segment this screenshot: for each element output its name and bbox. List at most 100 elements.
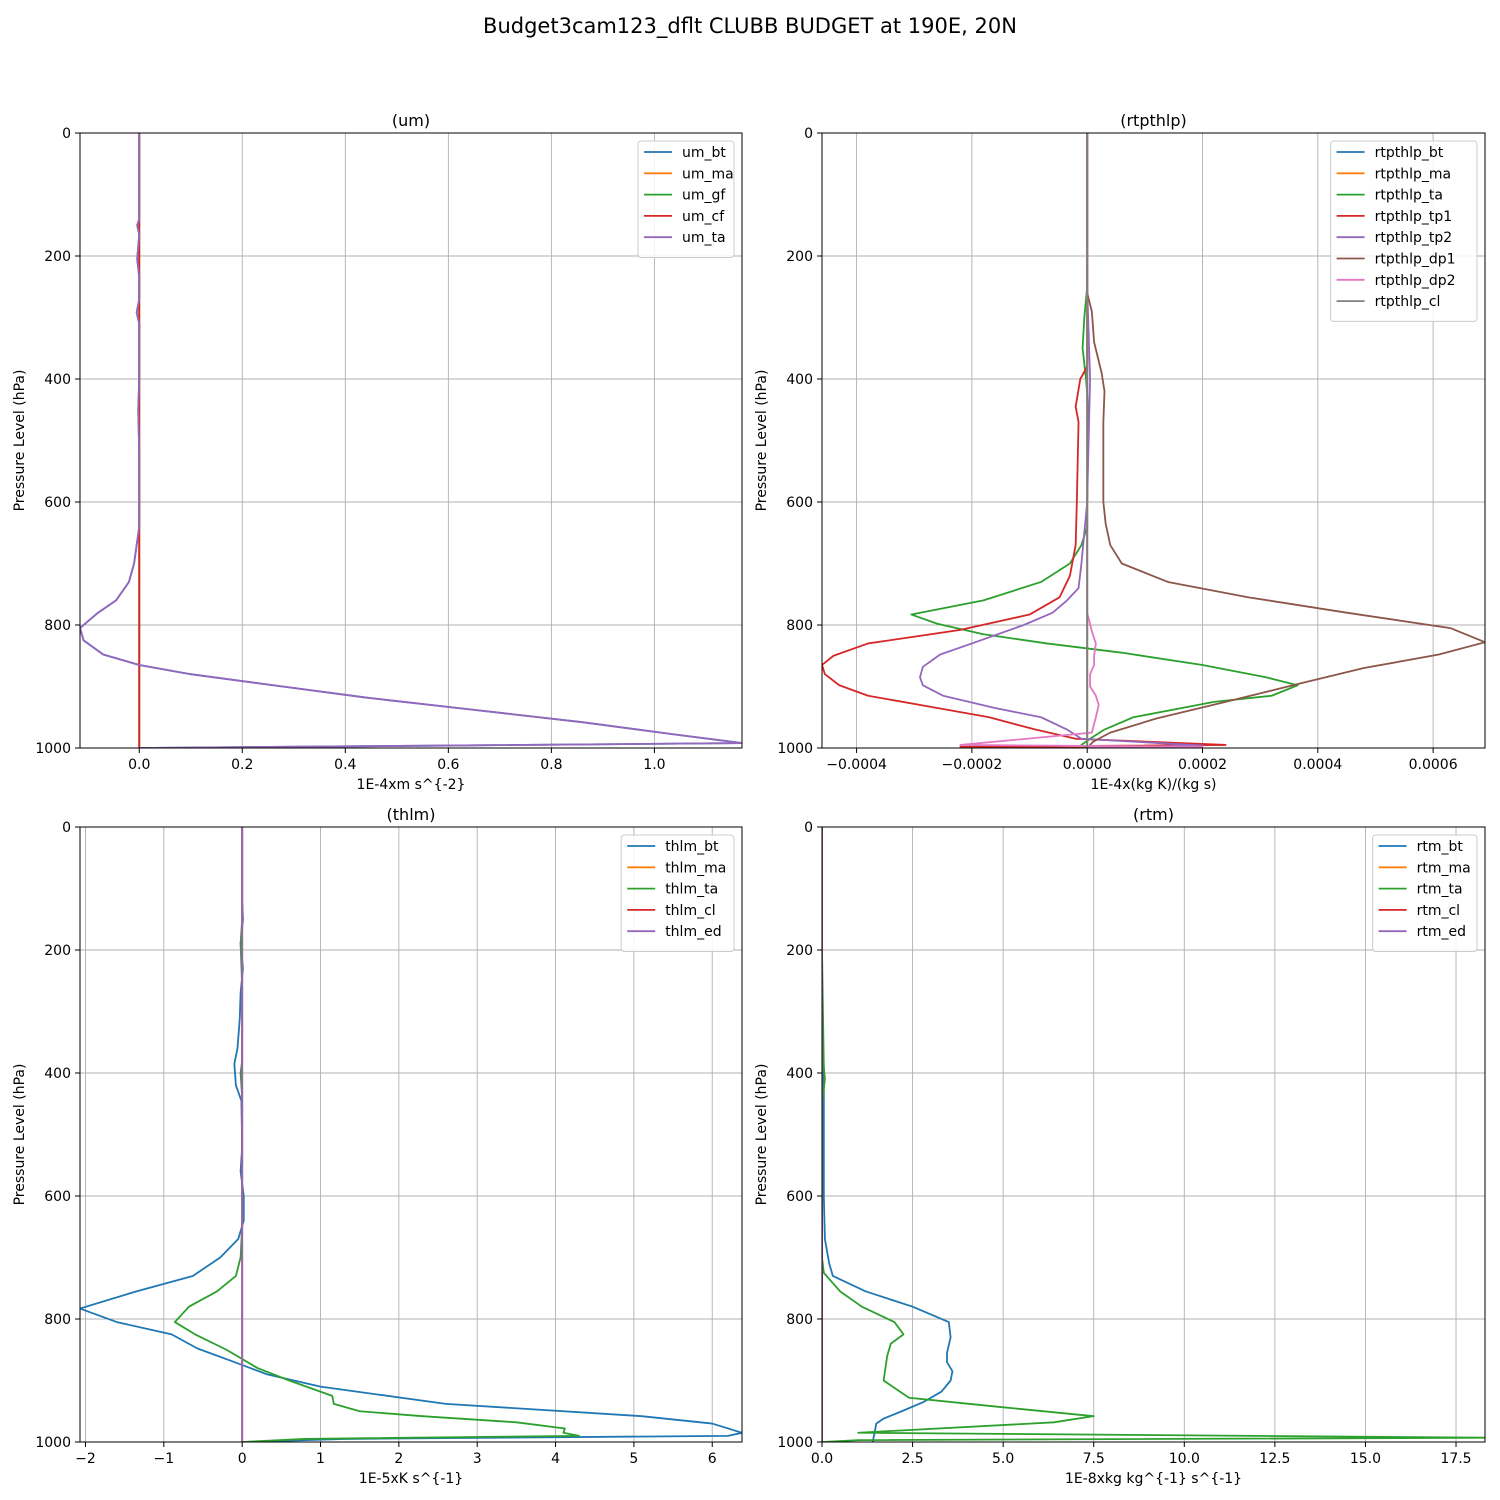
subplot-title: (rtm) <box>1133 805 1174 824</box>
x-tick-label: 0.0002 <box>1178 757 1227 773</box>
legend-label: um_cf <box>682 209 725 225</box>
legend-label: rtpthlp_ma <box>1375 166 1452 182</box>
x-tick-label: −0.0002 <box>942 757 1003 773</box>
y-tick-label: 600 <box>44 495 71 511</box>
y-axis-label: Pressure Level (hPa) <box>754 1064 770 1206</box>
x-tick-label: 2 <box>394 1451 403 1467</box>
legend-label: rtpthlp_bt <box>1375 145 1444 161</box>
legend: rtpthlp_bt rtpthlp_ma rtpthlp_ta rtpthlp_tp… <box>1330 140 1478 322</box>
legend-label: um_ma <box>682 166 734 182</box>
x-tick-label: 0.6 <box>437 757 459 773</box>
legend-label: rtm_cl <box>1417 903 1460 919</box>
subplot-title: (rtpthlp) <box>1120 111 1187 130</box>
legend-label: rtpthlp_dp2 <box>1375 273 1456 289</box>
y-tick-label: 400 <box>786 1066 813 1082</box>
plot-frame <box>79 826 743 1443</box>
y-tick-label: 0 <box>62 820 71 836</box>
legend-label: rtm_ed <box>1417 924 1466 940</box>
x-tick-label: 0.0006 <box>1409 757 1458 773</box>
y-tick-label: 0 <box>804 820 813 836</box>
series-line-um_ta <box>80 133 742 748</box>
x-tick-label: 0.0 <box>811 1451 833 1467</box>
figure-title: Budget3cam123_dflt CLUBB BUDGET at 190E,… <box>483 14 1017 38</box>
x-tick-label: 4 <box>551 1451 560 1467</box>
y-tick-label: 0 <box>62 126 71 142</box>
series-line-rtm_bt <box>822 827 954 1442</box>
series-line-rtpthlp_dp1 <box>1086 133 1485 748</box>
y-tick-label: 600 <box>786 1189 813 1205</box>
y-tick-label: 600 <box>44 1189 71 1205</box>
subplot-title: (um) <box>392 111 430 130</box>
y-tick-label: 200 <box>44 249 71 265</box>
legend-box <box>1372 834 1478 952</box>
legend-label: um_ta <box>682 230 726 246</box>
x-tick-label: 2.5 <box>901 1451 923 1467</box>
series-group <box>80 827 742 1442</box>
legend-box <box>620 834 735 952</box>
series-group <box>80 133 742 748</box>
series-line-rtpthlp_tp2 <box>919 133 1204 748</box>
legend-label: rtpthlp_cl <box>1375 294 1441 310</box>
legend-label: thlm_ma <box>665 860 726 876</box>
x-tick-label: 0.0 <box>128 757 150 773</box>
series-line-rtpthlp_dp2 <box>959 133 1204 748</box>
y-tick-label: 1000 <box>777 1435 813 1451</box>
x-tick-label: 0.0004 <box>1293 757 1342 773</box>
legend-label: um_bt <box>682 145 726 161</box>
x-tick-label: 12.5 <box>1259 1451 1290 1467</box>
legend-label: rtm_ma <box>1417 860 1471 876</box>
x-tick-label: 0.2 <box>231 757 253 773</box>
y-tick-label: 600 <box>786 495 813 511</box>
x-tick-label: 0.8 <box>540 757 562 773</box>
subplot-3: −2 −1 0 1 2 3 4 5 6 0 200 400 600 800 1000 (thlm) 1E-5xK… <box>12 805 743 1487</box>
y-tick-label: 800 <box>44 1312 71 1328</box>
legend-label: thlm_bt <box>665 839 719 855</box>
x-tick-label: 5 <box>629 1451 638 1467</box>
y-tick-label: 800 <box>786 618 813 634</box>
x-axis-label: 1E-4x(kg K)/(kg s) <box>1091 777 1217 793</box>
y-tick-label: 1000 <box>777 741 813 757</box>
x-tick-label: −0.0004 <box>826 757 887 773</box>
legend-label: rtpthlp_tp1 <box>1375 209 1453 225</box>
legend-label: thlm_cl <box>665 903 715 919</box>
x-axis-label: 1E-5xK s^{-1} <box>359 1471 463 1487</box>
x-tick-label: 17.5 <box>1440 1451 1471 1467</box>
legend-label: rtpthlp_tp2 <box>1375 230 1453 246</box>
legend: thlm_bt thlm_ma thlm_ta thlm_cl thlm_ed <box>620 834 735 952</box>
legend: um_bt um_ma um_gf um_cf um_ta <box>637 140 735 258</box>
y-axis-label: Pressure Level (hPa) <box>754 370 770 512</box>
legend-box <box>637 140 735 258</box>
x-axis-label: 1E-8xkg kg^{-1} s^{-1} <box>1065 1471 1242 1487</box>
y-tick-label: 400 <box>44 1066 71 1082</box>
legend-label: rtm_ta <box>1417 882 1463 898</box>
x-tick-label: −2 <box>75 1451 96 1467</box>
y-tick-label: 0 <box>804 126 813 142</box>
legend-label: thlm_ta <box>665 882 718 898</box>
y-tick-label: 800 <box>786 1312 813 1328</box>
legend: rtm_bt rtm_ma rtm_ta rtm_cl rtm_ed <box>1372 834 1478 952</box>
subplot-1: 0.0 0.2 0.4 0.6 0.8 1.0 0 200 400 600 800 1000 (um) 1… <box>12 111 743 793</box>
x-tick-label: 0 <box>238 1451 247 1467</box>
y-tick-label: 400 <box>786 372 813 388</box>
y-axis-label: Pressure Level (hPa) <box>12 1064 28 1206</box>
series-line-thlm_ta <box>173 827 580 1442</box>
y-tick-label: 200 <box>44 943 71 959</box>
plot-frame <box>821 132 1486 749</box>
y-tick-label: 1000 <box>35 1435 71 1451</box>
legend-label: thlm_ed <box>665 924 721 940</box>
series-line-rtpthlp_tp1 <box>822 133 1227 748</box>
x-tick-label: 10.0 <box>1169 1451 1200 1467</box>
legend-box <box>1330 140 1478 322</box>
subplot-title: (thlm) <box>387 805 436 824</box>
legend-label: rtpthlp_ta <box>1375 188 1443 204</box>
legend-label: rtm_bt <box>1417 839 1464 855</box>
subplot-2: −0.0004 −0.0002 0.0000 0.0002 0.0004 0.0006 0 2… <box>754 111 1486 793</box>
plot-frame <box>79 132 743 749</box>
legend-label: um_gf <box>682 188 726 204</box>
y-tick-label: 200 <box>786 249 813 265</box>
y-tick-label: 800 <box>44 618 71 634</box>
x-tick-label: 6 <box>708 1451 717 1467</box>
x-tick-label: 15.0 <box>1350 1451 1381 1467</box>
y-tick-label: 1000 <box>35 741 71 757</box>
